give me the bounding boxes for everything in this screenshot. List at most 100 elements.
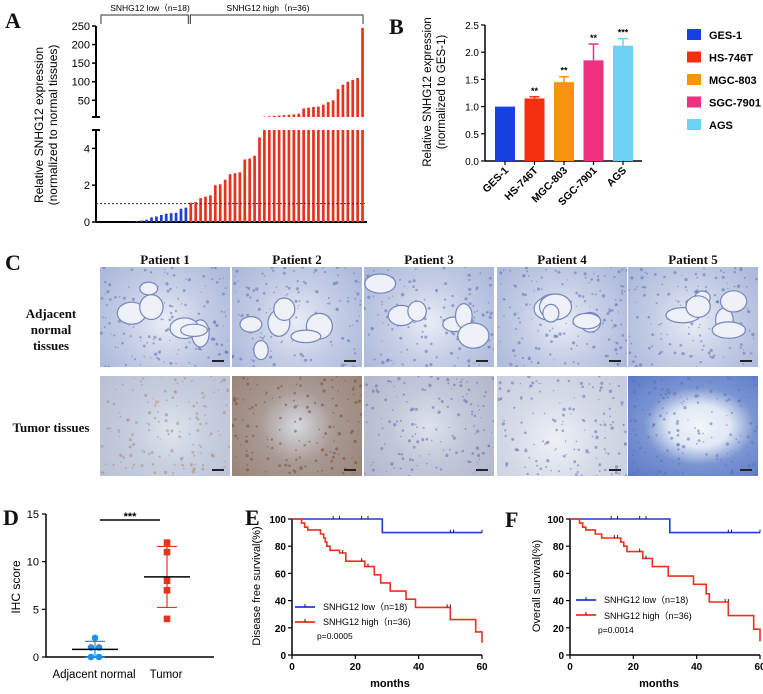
- cell-nucleus: [618, 472, 621, 475]
- cell-nucleus: [554, 449, 556, 451]
- cell-nucleus: [245, 468, 250, 472]
- cell-nucleus: [384, 398, 388, 402]
- cell-nucleus: [143, 268, 147, 272]
- cell-nucleus: [711, 411, 713, 413]
- cell-nucleus: [399, 467, 402, 470]
- cell-nucleus: [416, 465, 418, 467]
- cell-nucleus: [604, 437, 606, 439]
- cell-nucleus: [509, 269, 512, 272]
- cell-nucleus: [725, 424, 728, 426]
- chart-b-legend-swatch: [687, 74, 701, 85]
- cell-nucleus: [323, 378, 327, 382]
- cell-nucleus: [201, 467, 205, 471]
- cell-nucleus: [407, 439, 412, 443]
- cell-nucleus: [603, 420, 605, 422]
- cell-nucleus: [372, 295, 375, 297]
- cell-nucleus: [354, 352, 357, 355]
- adjacent-normal-ihc-image-patient-2: [232, 267, 362, 367]
- cell-nucleus: [176, 353, 178, 355]
- cell-nucleus: [551, 418, 555, 421]
- cell-nucleus: [745, 396, 748, 398]
- cell-nucleus: [471, 413, 474, 416]
- cell-nucleus: [234, 275, 236, 277]
- tissue-texture: [100, 267, 229, 367]
- cell-nucleus: [535, 281, 538, 283]
- cell-nucleus: [320, 403, 324, 407]
- cell-nucleus: [296, 383, 298, 386]
- cell-nucleus: [359, 299, 362, 302]
- cell-nucleus: [324, 432, 328, 435]
- cell-nucleus: [619, 299, 622, 302]
- cell-nucleus: [461, 378, 464, 381]
- cell-nucleus: [633, 405, 637, 409]
- cell-nucleus: [440, 400, 444, 403]
- chart-a-bar-lower: [263, 130, 266, 222]
- cell-nucleus: [643, 286, 647, 289]
- cell-nucleus: [739, 346, 742, 349]
- cell-nucleus: [407, 326, 410, 329]
- cell-nucleus: [525, 303, 528, 306]
- chart-a-bar-lower: [204, 196, 207, 222]
- chart-a-bar-lower: [169, 213, 173, 222]
- cell-nucleus: [148, 411, 152, 415]
- cell-nucleus: [524, 267, 529, 270]
- cell-nucleus: [716, 397, 719, 400]
- cell-nucleus: [352, 386, 355, 389]
- cell-nucleus: [139, 380, 143, 383]
- cell-nucleus: [557, 270, 561, 274]
- cell-nucleus: [614, 341, 616, 343]
- cell-nucleus: [337, 390, 339, 392]
- cell-nucleus: [513, 406, 516, 409]
- cell-nucleus: [550, 469, 552, 472]
- cell-nucleus: [642, 293, 646, 297]
- cell-nucleus: [539, 390, 542, 393]
- chart-a-bar-lower: [312, 130, 315, 222]
- cell-nucleus: [665, 468, 667, 471]
- cell-nucleus: [122, 296, 126, 300]
- cell-nucleus: [694, 273, 698, 276]
- cell-nucleus: [687, 332, 690, 335]
- cell-nucleus: [218, 278, 221, 280]
- cell-nucleus: [634, 433, 638, 437]
- cell-nucleus: [633, 450, 636, 453]
- cell-nucleus: [278, 464, 282, 468]
- cell-nucleus: [576, 470, 579, 474]
- cell-nucleus: [359, 384, 362, 388]
- cell-nucleus: [638, 446, 642, 450]
- cell-nucleus: [589, 306, 591, 308]
- cell-nucleus: [610, 426, 614, 430]
- cell-nucleus: [655, 434, 658, 437]
- cell-nucleus: [558, 470, 561, 473]
- cell-nucleus: [367, 295, 371, 299]
- cell-nucleus: [335, 308, 338, 310]
- cell-nucleus: [372, 270, 375, 272]
- chart-a-bar-lower: [351, 130, 355, 222]
- cell-nucleus: [739, 268, 743, 272]
- cell-nucleus: [218, 353, 221, 356]
- cell-nucleus: [636, 285, 638, 288]
- cell-nucleus: [690, 322, 694, 326]
- tumor-ihc-image-patient-4: [497, 376, 627, 476]
- cell-nucleus: [416, 342, 419, 345]
- cell-nucleus: [110, 430, 112, 432]
- cell-nucleus: [144, 393, 148, 397]
- cell-nucleus: [387, 268, 390, 271]
- cell-nucleus: [687, 419, 689, 421]
- cell-nucleus: [414, 433, 417, 435]
- gland-lumen: [139, 281, 159, 296]
- cell-nucleus: [339, 300, 341, 302]
- cell-nucleus: [285, 285, 288, 288]
- cell-nucleus: [439, 316, 442, 319]
- cell-nucleus: [548, 329, 551, 332]
- cell-nucleus: [656, 293, 660, 296]
- cell-nucleus: [213, 267, 217, 270]
- chart-a-ytick-label: 100: [72, 77, 90, 89]
- cell-nucleus: [621, 292, 624, 295]
- cell-nucleus: [153, 335, 157, 339]
- chart-a-bar-upper: [356, 78, 359, 117]
- chart-a-bar-lower: [155, 216, 158, 222]
- cell-nucleus: [140, 464, 144, 467]
- cell-nucleus: [131, 297, 135, 301]
- cell-nucleus: [661, 283, 664, 286]
- cell-nucleus: [104, 463, 107, 466]
